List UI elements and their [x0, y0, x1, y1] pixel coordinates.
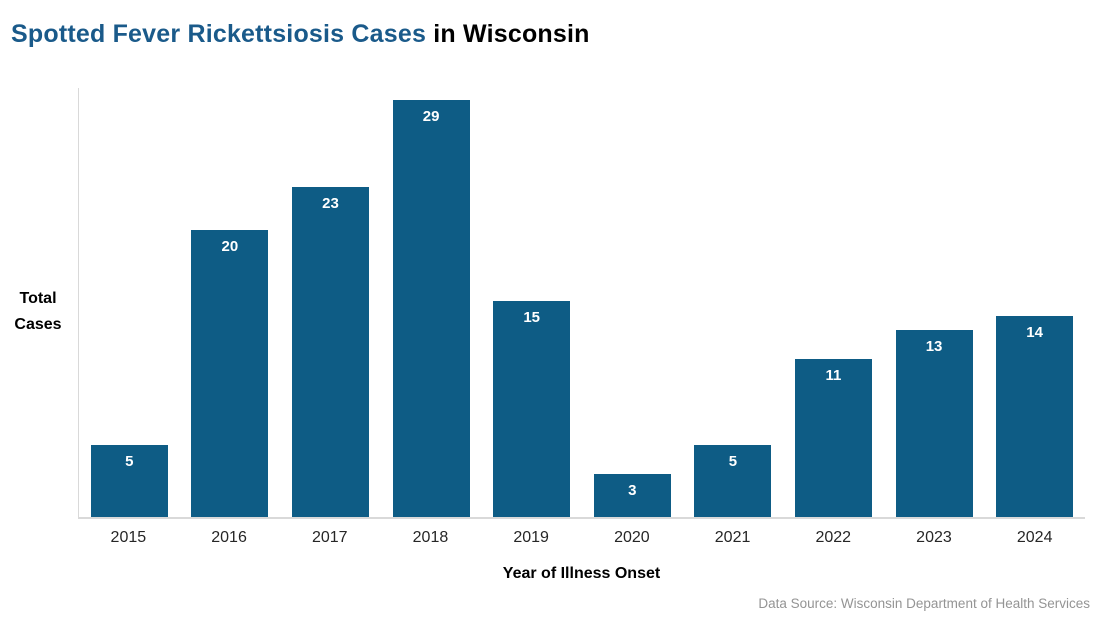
x-tick-label: 2017 [311, 529, 348, 546]
bar-value-label: 5 [728, 453, 738, 470]
y-axis-title-line2: Cases [14, 316, 62, 333]
chart-title: Spotted Fever Rickettsiosis Cases in Wis… [11, 20, 590, 49]
bar-2022: 11 [794, 359, 872, 517]
x-tick-label: 2024 [1016, 529, 1053, 546]
bar-value-label: 23 [322, 195, 339, 212]
bar-cell: 5 [79, 88, 180, 517]
bar-value-label: 20 [221, 238, 239, 255]
x-ticks-row: 2015 2016 2017 2018 2019 2020 2021 2022 2023 2024 [78, 529, 1085, 547]
x-tick-label: 2016 [211, 529, 247, 546]
bar-value-label: 13 [925, 338, 943, 355]
bar-value-label: 11 [825, 367, 842, 384]
x-tick-label: 2020 [614, 529, 650, 546]
bar-value-label: 5 [125, 453, 134, 470]
bar-cell: 11 [783, 88, 884, 517]
bar-cell: 15 [481, 88, 582, 517]
x-tick-label: 2022 [815, 529, 852, 546]
bar-2020: 3 [593, 474, 671, 517]
bar-cell: 23 [280, 88, 381, 517]
bar-value-label: 29 [422, 108, 440, 125]
bar-cell: 29 [381, 88, 482, 517]
bar-2021: 5 [694, 445, 772, 517]
bar-cell: 5 [683, 88, 784, 517]
bar-2018: 29 [392, 100, 470, 517]
bar-2016: 20 [191, 230, 269, 517]
bar-value-label: 3 [628, 482, 637, 499]
chart-title-rest: in Wisconsin [426, 20, 590, 48]
x-tick-label: 2021 [714, 529, 751, 546]
bar-cell: 14 [984, 88, 1085, 517]
x-tick-label: 2018 [412, 529, 449, 546]
chart-title-accent: Spotted Fever Rickettsiosis Cases [11, 20, 427, 48]
plot-area: 5 20 23 29 15 3 5 11 13 14 [78, 88, 1085, 519]
x-tick-label: 2023 [916, 529, 952, 546]
bar-value-label: 15 [523, 309, 541, 326]
y-axis-title: Total Cases [0, 286, 76, 338]
bar-2023: 13 [895, 330, 973, 517]
x-tick-label: 2015 [110, 529, 147, 546]
bar-2015: 5 [90, 445, 168, 517]
bar-cell: 20 [180, 88, 281, 517]
x-tick-label: 2019 [513, 529, 549, 546]
y-axis-title-line1: Total [19, 290, 57, 307]
bar-value-label: 14 [1026, 324, 1043, 341]
x-axis-title: Year of Illness Onset [502, 565, 661, 582]
bar-cell: 3 [582, 88, 683, 517]
data-source-note: Data Source: Wisconsin Department of Hea… [758, 596, 1090, 611]
bar-2019: 15 [493, 301, 571, 517]
bar-2024: 14 [996, 316, 1074, 517]
bar-cell: 13 [884, 88, 985, 517]
bar-2017: 23 [291, 187, 369, 517]
